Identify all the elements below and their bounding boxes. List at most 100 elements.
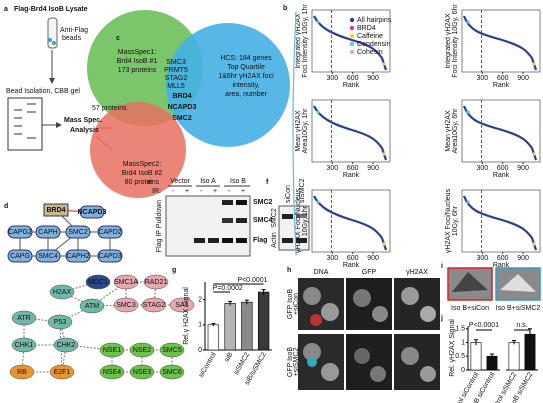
panel-letter: j — [440, 315, 443, 322]
network-node — [49, 284, 75, 300]
label: Iso B+siCon — [451, 305, 489, 312]
label: IR: — [152, 188, 161, 195]
plot-frame — [311, 189, 391, 253]
label: SMC3 — [166, 59, 186, 66]
network-node — [85, 274, 111, 290]
label: Top Quartile — [227, 64, 265, 71]
y-axis-label: Integrated γH2AX — [295, 13, 302, 69]
x-tick-label: 300 — [327, 75, 339, 82]
micrographs — [298, 267, 541, 390]
network-node — [113, 274, 139, 290]
node-label: P53 — [54, 319, 67, 326]
y-axis-label: Mean γH2AX — [445, 110, 452, 152]
panel-letter: f — [266, 179, 269, 186]
node-label: MDC1 — [88, 279, 108, 286]
network-node — [65, 249, 91, 263]
network-node — [97, 225, 123, 239]
node-label: SMC3 — [116, 302, 136, 309]
panel-letter: g — [172, 267, 176, 274]
label: PRMT5 — [164, 67, 188, 74]
node-label: CAPD2 — [98, 229, 121, 236]
label: GFP IsoB — [287, 347, 294, 378]
x-tick-label: 600 — [347, 165, 359, 172]
x-tick-label: 900 — [517, 255, 529, 262]
y-axis-label: 10Gy, 6hr — [452, 205, 459, 236]
panel-letter: d — [4, 203, 8, 210]
legend-label: Caffeine — [357, 33, 383, 40]
network-node — [11, 310, 37, 326]
label: Brd4 IsoB #2 — [122, 170, 163, 177]
label: NCAPD3 — [168, 104, 197, 111]
legend-label: Cohesin — [357, 49, 383, 56]
label: Iso A — [200, 178, 216, 185]
x-axis-label: Rank — [343, 172, 360, 179]
node-label: SA1 — [175, 302, 188, 309]
x-tick-label: 900 — [517, 75, 529, 82]
label: MLL5 — [167, 83, 185, 90]
x-tick-label: 300 — [477, 75, 489, 82]
highlight-dot — [382, 62, 386, 66]
label: 1&6hr γH2AX foci — [218, 73, 274, 80]
node-label: CAPG2 — [8, 229, 32, 236]
label: HCS: 184 genes — [220, 55, 272, 62]
panel-letter: h — [287, 267, 291, 274]
label: MassSpec1: — [118, 49, 157, 56]
label: SMC2 — [271, 208, 278, 228]
x-tick-label: 600 — [347, 255, 359, 262]
legend-label: BRD4 — [357, 25, 376, 32]
label: - — [172, 188, 175, 195]
node-label: RAD21 — [145, 279, 168, 286]
panel-letter: c — [116, 35, 120, 42]
panel-b-bracket — [292, 11, 297, 256]
label: - — [228, 188, 231, 195]
y-tick-label: 0 — [198, 347, 202, 354]
plot-frame — [461, 99, 541, 163]
label: - — [200, 188, 203, 195]
x-axis-label: Rank — [493, 262, 510, 269]
label: γH2AX — [406, 269, 428, 276]
highlight-dot — [316, 20, 320, 24]
network-node — [159, 342, 185, 358]
network-edge — [61, 281, 99, 293]
network-node — [99, 364, 125, 380]
x-tick-label: siB — [224, 351, 235, 363]
y-axis-label: Area10Gy, 6hr — [452, 108, 459, 154]
label: P<0.0001 — [469, 322, 499, 329]
node-label: RB — [17, 369, 27, 376]
label: siSMC2 — [299, 178, 306, 203]
label: + — [185, 188, 189, 195]
node-label: SMC6 — [162, 369, 182, 376]
network-node — [79, 205, 105, 219]
bar — [470, 342, 482, 371]
venn — [87, 10, 290, 198]
node-label: SMC5 — [162, 347, 182, 354]
network-node — [97, 249, 123, 263]
label: MassSpec2: — [123, 161, 162, 168]
x-tick-label: 300 — [327, 255, 339, 262]
y-axis-label: Area10Gy, 1hr — [302, 108, 309, 154]
network-node — [9, 364, 35, 380]
y-axis-label: Foci Intensity 10Gy, 6hr — [452, 4, 459, 78]
label: 173 proteins — [118, 67, 157, 74]
panel-letter: i — [441, 263, 443, 270]
highlight-dot — [532, 242, 536, 246]
x-tick-label: 300 — [477, 165, 489, 172]
ranked-curve — [313, 195, 388, 251]
x-tick-label: 900 — [367, 165, 379, 172]
label: beads — [62, 35, 82, 42]
y-axis-label: γH2AX Foci/Nucleus — [295, 188, 302, 253]
network-node — [53, 337, 79, 353]
node-label: SMC2 — [68, 229, 88, 236]
network-node — [11, 337, 37, 353]
network-node — [159, 364, 185, 380]
y-axis-label: γH2AX Foci/Nucleus — [445, 188, 452, 253]
x-tick-label: 900 — [367, 75, 379, 82]
highlight-dot — [316, 110, 320, 114]
network-node — [129, 342, 155, 358]
label: Analysis — [70, 127, 99, 134]
label: STAG2 — [165, 75, 188, 82]
x-tick-label: 300 — [327, 165, 339, 172]
x-tick-label: siControl — [198, 351, 218, 379]
network-node — [99, 342, 125, 358]
label: 57 proteins — [92, 105, 127, 112]
